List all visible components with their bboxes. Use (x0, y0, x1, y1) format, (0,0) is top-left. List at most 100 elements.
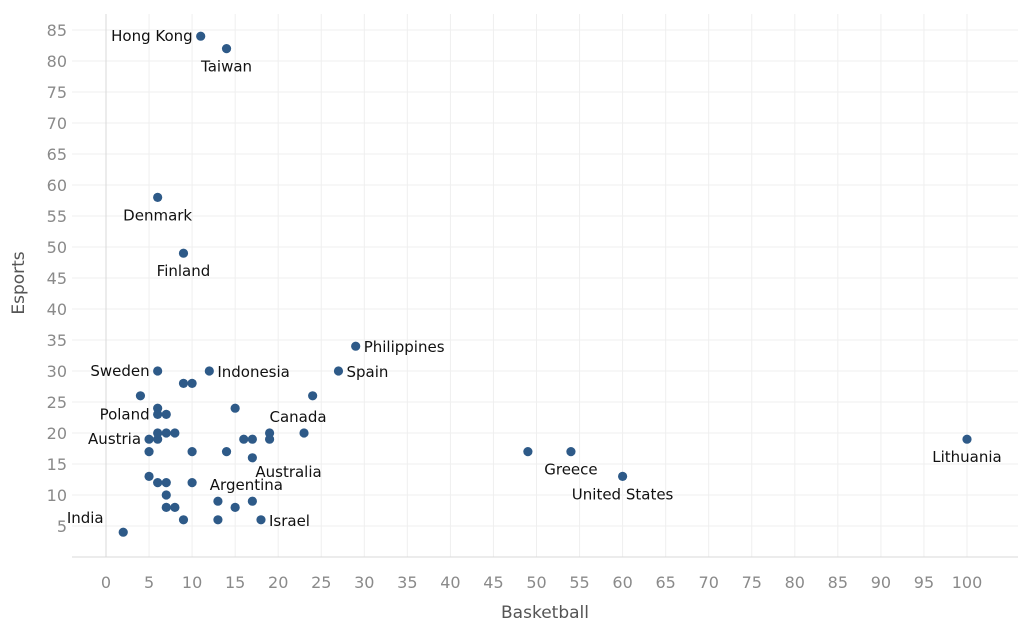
scatter-point (170, 428, 180, 438)
scatter-point (247, 496, 257, 506)
scatter-point (161, 428, 171, 438)
scatter-point (230, 403, 240, 413)
y-tick-label: 75 (47, 83, 67, 102)
scatter-point (161, 490, 171, 500)
y-tick-label: 10 (47, 486, 67, 505)
scatter-point (135, 391, 146, 401)
x-tick-label: 100 (952, 573, 983, 592)
y-axis-title: Esports (9, 251, 29, 314)
y-tick-label: 65 (47, 145, 67, 164)
tick-labels: 5 10 15 20 25 30 35 40 45 50 55 60 65 70 75 80 85 0 5 10 15 2… (47, 21, 983, 592)
scatter-point (153, 409, 163, 419)
data-points (118, 31, 972, 537)
y-tick-label: 5 (57, 517, 67, 536)
point-label: Denmark (123, 206, 192, 224)
x-tick-label: 5 (144, 573, 154, 592)
y-tick-label: 55 (47, 207, 67, 226)
scatter-point (566, 447, 576, 457)
y-tick-label: 45 (47, 269, 67, 288)
scatter-point (153, 192, 163, 202)
scatter-point (333, 366, 344, 376)
point-label: Hong Kong (111, 27, 193, 45)
scatter-point (308, 391, 318, 401)
x-axis-title: Basketball (501, 603, 589, 623)
y-tick-label: 35 (47, 331, 67, 350)
scatter-point (187, 478, 197, 488)
scatter-point (256, 515, 266, 525)
point-label: Israel (269, 512, 310, 530)
scatter-point (161, 409, 171, 419)
y-tick-label: 15 (47, 455, 67, 474)
y-tick-label: 85 (47, 21, 67, 40)
scatter-point (299, 428, 309, 438)
scatter-point (247, 434, 257, 444)
point-label: Taiwan (200, 58, 252, 76)
y-tick-label: 60 (47, 176, 67, 195)
scatter-point (161, 478, 171, 488)
scatter-point (221, 447, 232, 457)
y-tick-label: 50 (47, 238, 67, 257)
scatter-point (153, 366, 163, 376)
point-label: Spain (346, 363, 388, 381)
scatter-point (230, 502, 240, 512)
scatter-point (144, 434, 154, 444)
y-tick-label: 80 (47, 52, 67, 71)
y-tick-label: 30 (47, 362, 67, 381)
point-label: Argentina (210, 476, 283, 494)
gridlines (72, 14, 1018, 557)
scatter-point (247, 453, 257, 463)
x-tick-label: 40 (440, 573, 460, 592)
scatter-point (170, 502, 180, 512)
scatter-point (178, 248, 189, 258)
x-tick-label: 60 (612, 573, 632, 592)
y-tick-label: 20 (47, 424, 67, 443)
x-tick-label: 50 (526, 573, 546, 592)
scatter-point (523, 447, 533, 457)
scatter-point (196, 31, 206, 41)
x-tick-label: 75 (742, 573, 762, 592)
scatter-point (153, 478, 163, 488)
x-tick-label: 80 (785, 573, 805, 592)
x-tick-label: 25 (311, 573, 331, 592)
x-tick-label: 35 (397, 573, 417, 592)
scatter-point (187, 447, 197, 457)
scatter-point (962, 434, 972, 444)
axes (72, 14, 1018, 558)
x-tick-label: 55 (569, 573, 589, 592)
x-tick-label: 15 (225, 573, 245, 592)
scatter-point (187, 378, 197, 388)
scatter-point (153, 434, 163, 444)
point-label: Finland (157, 262, 211, 280)
scatter-point (264, 434, 275, 444)
x-tick-label: 90 (871, 573, 891, 592)
scatter-point (204, 366, 214, 376)
point-label: Lithuania (932, 448, 1001, 466)
point-label: India (67, 509, 104, 527)
x-tick-label: 70 (699, 573, 719, 592)
x-tick-label: 30 (354, 573, 374, 592)
point-label: Canada (269, 408, 326, 426)
x-tick-label: 65 (655, 573, 675, 592)
y-tick-label: 70 (47, 114, 67, 133)
scatter-point (221, 44, 232, 54)
point-label: Sweden (90, 362, 149, 380)
y-tick-label: 25 (47, 393, 67, 412)
scatter-point (178, 378, 189, 388)
scatter-point (178, 515, 189, 525)
scatter-point (618, 471, 628, 481)
y-tick-label: 40 (47, 300, 67, 319)
scatter-point (118, 527, 128, 537)
scatter-point (239, 434, 249, 444)
scatter-point (213, 496, 223, 506)
x-tick-label: 45 (483, 573, 503, 592)
point-label: Poland (100, 405, 150, 423)
x-tick-label: 20 (268, 573, 288, 592)
point-label: Indonesia (217, 363, 290, 381)
point-label: United States (572, 485, 674, 503)
scatter-point (144, 447, 154, 457)
x-tick-label: 0 (101, 573, 111, 592)
point-label: Australia (255, 463, 321, 481)
scatter-point (161, 502, 171, 512)
x-tick-label: 10 (182, 573, 202, 592)
x-tick-label: 85 (828, 573, 848, 592)
